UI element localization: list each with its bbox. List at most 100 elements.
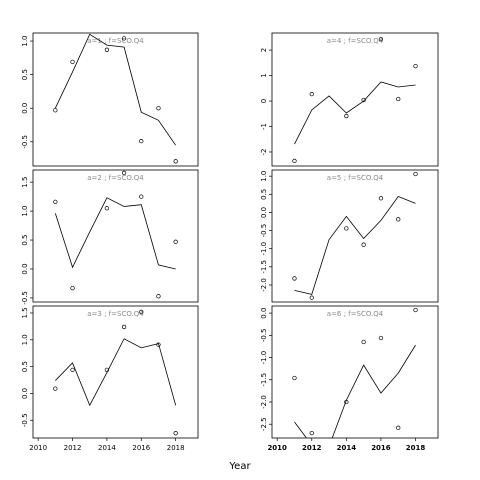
y-tick-label: 2 [260, 48, 268, 52]
y-tick-label: 1.5 [21, 307, 29, 318]
observed-point [139, 309, 144, 315]
panel: a=1 ; f=SCO.Q4 -0.5 0.0 0.5 1.0 [21, 32, 199, 167]
y-tick-label: 0.5 [260, 189, 268, 200]
panel: a=5 ; f=SCO.Q4 -2.0 -1.5 -1.0 -0.5 0.0 0.5 1.0 [260, 169, 439, 303]
x-tick-label: 2014 [98, 444, 116, 452]
observed-point [396, 217, 401, 222]
y-tick-label: -1.5 [260, 373, 268, 387]
y-tick-label: 1 [260, 73, 268, 77]
observed-point [361, 97, 366, 103]
observed-point [292, 276, 297, 281]
observed-point [344, 226, 349, 231]
panel: a=2 ; f=SCO.Q4 -0.5 0.0 0.5 1.0 1.5 [21, 169, 199, 305]
y-tick-label: -1 [260, 123, 268, 130]
x-tick-label: 2010 [29, 444, 47, 452]
observed-point [121, 324, 127, 330]
y-tick-label: -1.5 [260, 260, 268, 274]
observed-point [53, 108, 58, 113]
y-tick-label: -1.0 [260, 242, 268, 256]
panel-frame [32, 305, 199, 439]
y-tick-label: -2 [260, 148, 268, 155]
observed-point [173, 239, 178, 244]
y-tick-label: 0.5 [21, 361, 29, 372]
observed-point [156, 294, 161, 299]
observed-point [173, 159, 178, 164]
fitted-line [55, 338, 177, 407]
y-tick-label: 0.0 [21, 388, 29, 399]
y-tick-label: 0.0 [260, 308, 268, 319]
panel-title: a=4 ; f=SCO.Q4 [327, 37, 384, 45]
x-tick-label: 2018 [167, 444, 185, 452]
fitted-line [294, 344, 416, 438]
observed-point [139, 138, 144, 144]
observed-point [413, 63, 418, 69]
x-tick-label: 2012 [302, 444, 322, 452]
observed-point [396, 96, 401, 102]
y-tick-label: -0.5 [21, 291, 29, 305]
observed-point [292, 158, 297, 164]
panel: a=4 ; f=SCO.Q4 -2 -1 0 1 2 [260, 32, 439, 167]
y-tick-label: 0.0 [260, 207, 268, 218]
panel-frame [32, 32, 199, 167]
observed-point [156, 342, 161, 347]
observed-point [378, 335, 384, 341]
y-tick-label: 0 [260, 99, 268, 103]
panel-frame [32, 169, 199, 303]
y-tick-label: 0.0 [21, 263, 29, 274]
observed-point [309, 295, 314, 300]
fitted-line [294, 81, 416, 145]
observed-point [292, 375, 297, 381]
y-tick-label: 0.0 [21, 103, 29, 114]
x-tick-label: 2012 [64, 444, 82, 452]
y-tick-label: 1.0 [21, 206, 29, 217]
y-tick-label: 1.0 [21, 334, 29, 345]
x-tick-label: 2018 [406, 444, 426, 452]
observed-point [104, 47, 110, 52]
y-tick-label: -1.0 [260, 351, 268, 365]
y-tick-label: 0.5 [21, 234, 29, 245]
fitted-line [54, 33, 176, 146]
x-tick-label: 2016 [132, 444, 150, 452]
y-tick-label: 1.0 [21, 35, 29, 46]
x-tick-label: 2014 [337, 444, 357, 452]
y-tick-label: 0.5 [21, 69, 29, 80]
observed-point [104, 367, 110, 373]
panel-title: a=3 ; f=SCO.Q4 [87, 310, 144, 318]
observed-point [413, 171, 418, 177]
y-tick-label: -0.5 [260, 328, 268, 342]
y-tick-label: -0.5 [260, 224, 268, 238]
panel-frame [271, 305, 439, 439]
panel: a=3 ; f=SCO.Q4 -0.5 0.0 0.5 1.0 1.5 2010 2012 20… [21, 305, 199, 452]
observed-point [70, 59, 75, 65]
y-tick-label: -0.5 [21, 135, 29, 149]
observed-point [104, 206, 110, 211]
y-tick-label: -2.0 [260, 395, 268, 409]
observed-point [121, 170, 127, 176]
observed-point [344, 113, 349, 119]
y-tick-label: 1.5 [21, 177, 29, 188]
observed-point [53, 199, 58, 204]
y-tick-label: -2.5 [260, 417, 268, 431]
panel-title: a=5 ; f=SCO.Q4 [327, 174, 384, 182]
observed-point [396, 425, 401, 430]
y-tick-label: -2.0 [260, 278, 268, 292]
panel-title: a=6 ; f=SCO.Q4 [327, 310, 384, 318]
x-tick-label: 2016 [371, 444, 391, 452]
panel-frame [271, 169, 439, 303]
observed-point [53, 386, 58, 391]
panel-title: a=1 ; f=SCO.Q4 [87, 37, 144, 45]
y-tick-label: -0.5 [21, 413, 29, 427]
panel: a=6 ; f=SCO.Q4 -2.5 -2.0 -1.5 -1.0 -0.5 0.0 201… [260, 305, 439, 452]
observed-point [139, 194, 144, 199]
observed-point [309, 91, 314, 97]
fitted-line [54, 197, 176, 270]
observed-point [121, 36, 127, 41]
observed-point [156, 106, 161, 111]
observed-point [378, 196, 384, 201]
x-tick-label: 2010 [267, 444, 287, 452]
panel-frame [271, 32, 439, 167]
observed-point [413, 307, 418, 313]
observed-point [361, 242, 366, 247]
fitted-line [294, 195, 416, 295]
